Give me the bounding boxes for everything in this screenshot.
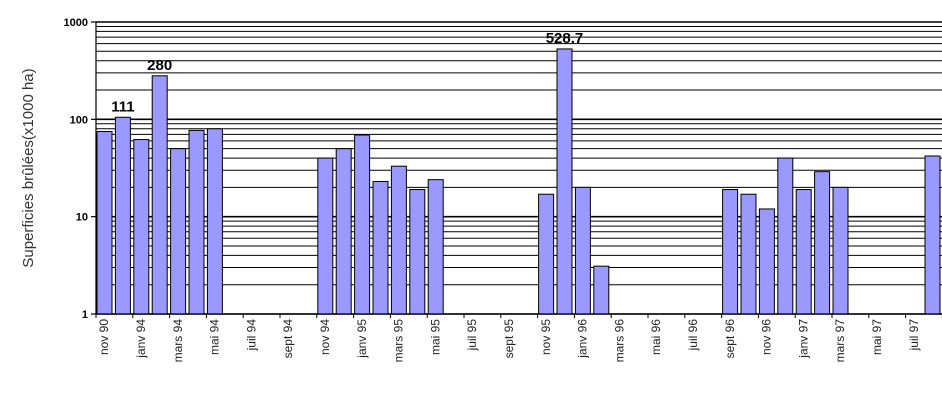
x-tick-label: juil 97 [907, 319, 921, 352]
bar-févr-97 [814, 171, 831, 315]
x-tick-label: mai 96 [649, 319, 663, 355]
x-tick-label: janv 95 [355, 319, 369, 359]
y-tick-label: 100 [70, 114, 88, 126]
bar-mai-94 [206, 128, 223, 315]
x-tick-label: mars 94 [171, 319, 185, 363]
data-label: 111 [111, 98, 134, 115]
bar-janv-96 [574, 186, 591, 315]
bar-févr-96 [593, 265, 610, 315]
x-tick-label: janv 96 [576, 319, 590, 359]
bar-janv-97 [795, 189, 812, 315]
x-tick-label: mai 94 [208, 319, 222, 355]
bar-mars-95 [390, 165, 407, 315]
bar-janv-94 [133, 139, 150, 315]
bar-déc-93 [114, 116, 131, 315]
bar-mars-94 [170, 148, 187, 315]
x-tick-label: mars 97 [833, 319, 847, 363]
bar-janv-95 [354, 134, 371, 315]
x-tick-labels: nov 90 janv 94 mars 94 mai 94 juil 94 sept 94… [97, 319, 921, 363]
y-tick-labels: 1 10 100 1000 [64, 17, 88, 321]
bar-déc-95 [556, 48, 573, 315]
x-tick-label: sept 95 [502, 319, 516, 359]
y-axis-label: Superficies brûlées(x1000 ha) [20, 68, 37, 267]
axes [91, 21, 942, 318]
x-tick-label: janv 94 [134, 319, 148, 359]
bar-déc-94 [335, 148, 352, 315]
bar-mars-97 [832, 186, 849, 315]
y-tick-label: 1 [82, 309, 88, 321]
bar-avr-94 [188, 129, 205, 315]
y-tick-label: 1000 [64, 17, 88, 29]
data-label: 280 [147, 57, 172, 74]
bar-oct-96 [740, 193, 757, 315]
bar-nov-94 [317, 157, 334, 315]
bars [96, 48, 941, 315]
x-tick-label: sept 94 [281, 319, 295, 359]
data-label: 528.7 [546, 30, 584, 47]
x-tick-label: mars 95 [392, 319, 406, 363]
x-tick-label: mai 97 [870, 319, 884, 355]
x-tick-label: sept 96 [723, 319, 737, 359]
x-tick-label: nov 90 [97, 319, 111, 355]
x-tick-label: juil 94 [244, 319, 258, 352]
y-tick-label: 10 [76, 212, 88, 224]
x-tick-label: juil 95 [465, 319, 479, 352]
bar-nov-96 [758, 208, 775, 315]
x-tick-label: nov 95 [539, 319, 553, 355]
bar-sept-96 [722, 189, 739, 315]
bar-févr-94 [151, 75, 168, 315]
x-tick-label: nov 96 [760, 319, 774, 355]
bar-févr-95 [372, 180, 389, 315]
gridlines [96, 21, 942, 315]
x-tick-label: juil 96 [686, 319, 700, 352]
bar-nov-95 [538, 193, 555, 315]
x-tick-label: nov 94 [318, 319, 332, 355]
bar-avr-95 [409, 189, 426, 315]
data-labels: 111 280 528.7 [111, 30, 583, 115]
bar-déc-96 [777, 157, 794, 315]
bar-nov-90 [96, 130, 113, 315]
x-tick-label: mars 96 [612, 319, 626, 363]
x-tick-label: mai 95 [428, 319, 442, 355]
bar-août-97 [924, 155, 941, 315]
x-tick-label: janv 97 [796, 319, 810, 359]
bar-mai-95 [427, 179, 444, 315]
